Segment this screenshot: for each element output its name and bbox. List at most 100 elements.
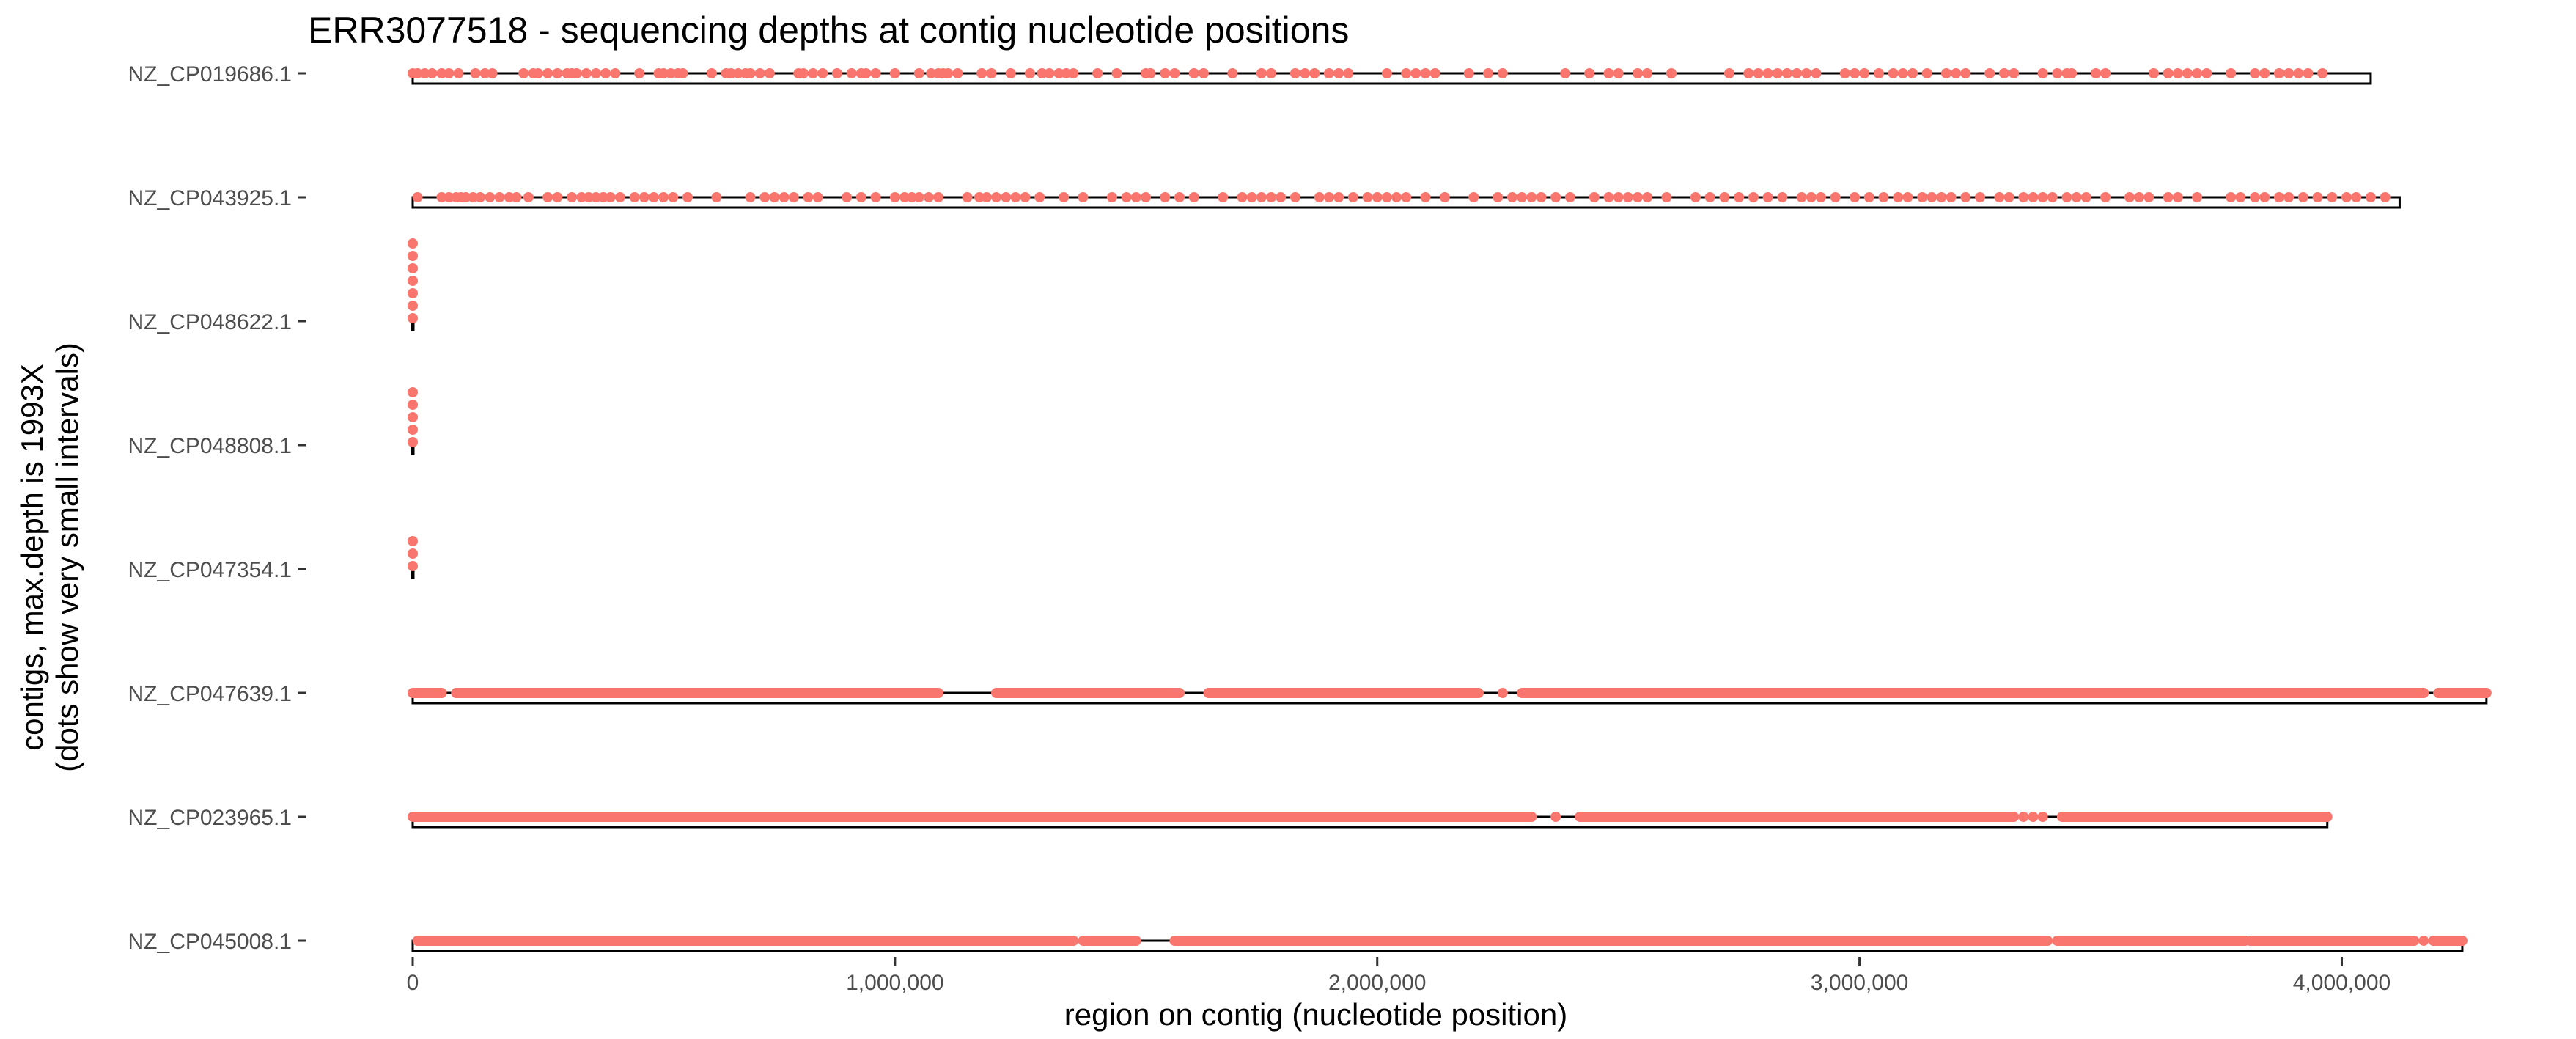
depth-dot <box>1343 68 1354 78</box>
depth-dot <box>2163 68 2174 78</box>
depth-dot <box>658 68 669 78</box>
depth-dot <box>1796 192 1807 202</box>
depth-dot <box>2380 192 2391 202</box>
depth-dot <box>2259 68 2270 78</box>
depth-dot <box>597 192 608 202</box>
depth-dot <box>1936 192 1947 202</box>
depth-dot <box>1420 192 1431 202</box>
depth-dot <box>468 192 479 202</box>
depth-dot <box>408 561 418 571</box>
depth-dot <box>788 192 799 202</box>
depth-dot <box>2226 192 2237 202</box>
depth-dot <box>1893 192 1904 202</box>
depth-dot <box>408 301 418 311</box>
depth-dot <box>870 68 881 78</box>
depth-dot <box>1497 68 1508 78</box>
depth-dot <box>1806 192 1817 202</box>
depth-dot <box>1483 68 1494 78</box>
depth-dot <box>677 68 688 78</box>
depth-dot <box>1642 192 1653 202</box>
depth-dot <box>1888 68 1899 78</box>
depth-dot <box>803 192 814 202</box>
depth-dot <box>1401 68 1412 78</box>
depth-dot <box>2018 192 2029 202</box>
depth-dot <box>1622 192 1633 202</box>
depth-dot <box>2365 192 2376 202</box>
depth-dot <box>629 192 640 202</box>
depth-dot <box>436 68 447 78</box>
depth-dot <box>485 192 496 202</box>
depth-dot <box>453 68 464 78</box>
depth-dot <box>2163 192 2174 202</box>
depth-dot <box>2312 192 2323 202</box>
depth-dot <box>1309 68 1320 78</box>
depth-dot <box>2293 68 2304 78</box>
depth-dot <box>764 68 775 78</box>
depth-dot <box>889 192 900 202</box>
depth-dot <box>1160 192 1171 202</box>
depth-dot <box>769 192 780 202</box>
depth-dot <box>1762 192 1773 202</box>
depth-dot <box>1323 68 1334 78</box>
depth-dot <box>842 192 853 202</box>
depth-dot <box>1468 192 1479 202</box>
depth-dot <box>1994 192 2005 202</box>
depth-dot <box>2124 192 2135 202</box>
depth-dot <box>1276 192 1287 202</box>
depth-dot <box>2192 68 2203 78</box>
y-axis-label-line1: contigs, max.depth is 1993X <box>15 364 49 751</box>
depth-dot <box>1391 192 1402 202</box>
depth-dot <box>2028 812 2039 822</box>
depth-dot <box>913 68 924 78</box>
depth-dot <box>552 192 563 202</box>
depth-dot <box>1044 68 1055 78</box>
depth-dot <box>408 276 418 286</box>
depth-dot <box>584 192 595 202</box>
depth-dot <box>1517 192 1528 202</box>
depth-dot <box>2052 68 2063 78</box>
contig-row <box>408 238 418 331</box>
depth-dot <box>1946 192 1957 202</box>
depth-dot <box>1951 68 1962 78</box>
depth-dot <box>1613 192 1624 202</box>
depth-dot <box>408 387 418 397</box>
depth-dot <box>2061 192 2072 202</box>
depth-dot <box>1603 68 1614 78</box>
depth-dot <box>1907 68 1918 78</box>
depth-dot <box>1078 192 1089 202</box>
depth-dot <box>1917 192 1928 202</box>
depth-dot <box>1381 68 1392 78</box>
depth-dot <box>1410 68 1421 78</box>
depth-dot <box>542 68 553 78</box>
depth-dot <box>648 192 659 202</box>
depth-dot <box>1960 68 1971 78</box>
depth-dot <box>479 68 490 78</box>
depth-dot <box>2327 192 2338 202</box>
depth-dot <box>2341 192 2352 202</box>
depth-dot <box>1420 68 1431 78</box>
depth-dot <box>1463 68 1474 78</box>
depth-dot <box>2182 68 2193 78</box>
depth-dot <box>2172 68 2183 78</box>
depth-dot <box>487 68 498 78</box>
depth-dot <box>1850 192 1861 202</box>
depth-dot <box>2259 192 2270 202</box>
depth-dot <box>2047 192 2058 202</box>
depth-dot <box>1020 192 1031 202</box>
depth-dot <box>2273 192 2284 202</box>
depth-dot <box>408 313 418 323</box>
depth-dot <box>817 68 828 78</box>
depth-dot <box>1246 192 1257 202</box>
depth-dot <box>1256 192 1267 202</box>
depth-dot <box>1902 192 1913 202</box>
depth-dot <box>552 68 563 78</box>
depth-dot <box>2037 812 2048 822</box>
depth-dot <box>1333 68 1344 78</box>
y-axis-label-group: contigs, max.depth is 1993X (dots show v… <box>15 342 84 772</box>
depth-dot <box>870 192 881 202</box>
y-tick-label: NZ_CP048622.1 <box>128 310 292 334</box>
depth-dot <box>2090 68 2101 78</box>
depth-dot <box>899 192 910 202</box>
depth-dot <box>933 192 944 202</box>
depth-dot <box>1362 192 1373 202</box>
